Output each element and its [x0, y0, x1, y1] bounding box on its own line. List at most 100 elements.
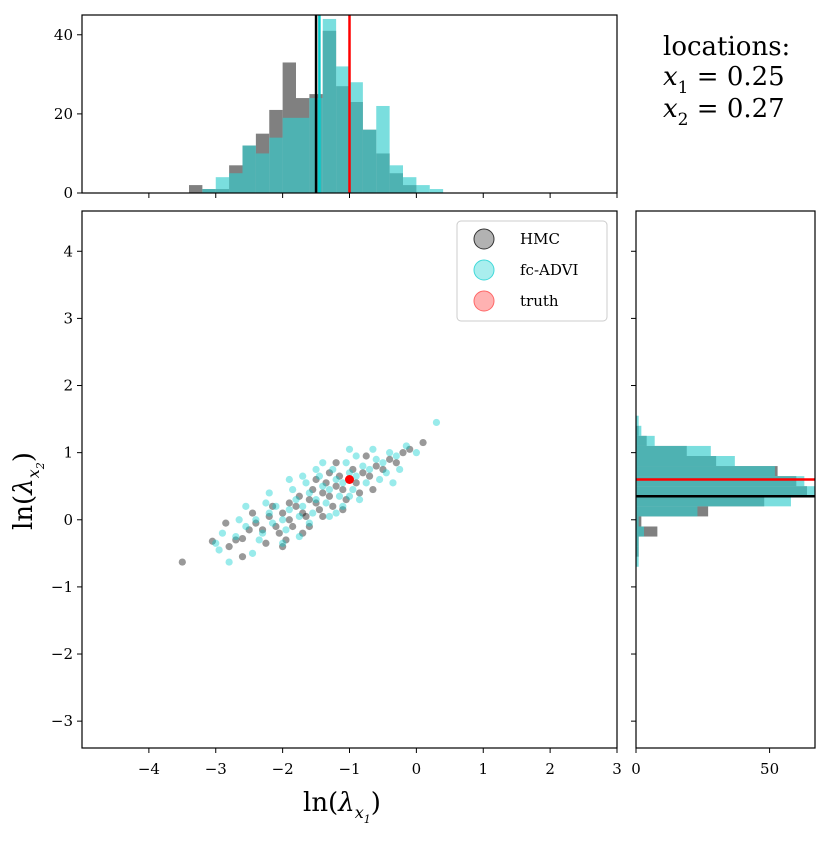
scatter-point-hmc	[285, 516, 293, 524]
legend-label-truth: truth	[520, 292, 559, 310]
scatter-point-fc-advi	[352, 452, 360, 460]
scatter-point-hmc	[282, 536, 290, 544]
right-panel-frame	[635, 210, 816, 749]
right-histogram-lines	[636, 478, 815, 498]
scatter-point-fc-advi	[339, 502, 347, 510]
top-hist-bar-fc-advi	[322, 18, 337, 194]
top-y-tick-label: 40	[54, 26, 73, 44]
scatter-point-fc-advi	[345, 469, 354, 477]
locations-annotation: locations: x1 = 0.25 x2 = 0.27	[663, 32, 790, 130]
scatter-point-fc-advi	[248, 549, 257, 557]
main-x-tick-label: 1	[478, 760, 488, 778]
main-x-tick-label: 0	[412, 760, 422, 778]
scatter-point-hmc	[332, 482, 340, 490]
scatter-point-hmc	[372, 462, 380, 470]
top-histogram-panel: 0 20 40	[54, 14, 618, 202]
scatter-point-fc-advi	[345, 492, 354, 500]
scatter-point-fc-advi	[242, 502, 250, 510]
scatter-point-hmc	[272, 522, 280, 531]
scatter-point-fc-advi	[392, 452, 400, 460]
scatter-point-fc-advi	[369, 445, 377, 453]
scatter-point-hmc	[309, 485, 317, 494]
scatter-point-fc-advi	[412, 449, 420, 457]
legend-marker-truth	[473, 290, 495, 312]
scatter-point-hmc	[392, 459, 400, 467]
scatter-point-fc-advi	[375, 475, 384, 484]
scatter-point-hmc	[319, 512, 327, 521]
right-hist-bar-hmc	[636, 526, 658, 537]
scatter-point-hmc	[406, 445, 414, 453]
scatter-point-hmc	[355, 489, 364, 497]
scatter-point-hmc	[339, 506, 347, 514]
right-x-tick-label: 0	[631, 760, 641, 778]
scatter-point-fc-advi	[289, 485, 297, 494]
scatter-point-hmc	[305, 496, 313, 504]
main-y-tick-label: −3	[51, 712, 73, 730]
scatter-point-hmc	[285, 499, 293, 507]
scatter-point-fc-advi	[355, 496, 364, 504]
scatter-point-hmc	[315, 506, 324, 514]
scatter-point-fc-advi	[235, 516, 243, 524]
legend-box	[456, 220, 608, 322]
scatter-point-fc-advi	[319, 459, 327, 467]
scatter-point-hmc	[379, 465, 387, 474]
scatter-point-fc-advi	[279, 539, 287, 547]
scatter-point-fc-advi	[322, 499, 330, 507]
top-hist-bar-fc-advi	[255, 153, 270, 193]
main-x-tick-label: 3	[612, 760, 622, 778]
scatter-point-hmc	[349, 465, 357, 474]
scatter-point-fc-advi	[359, 462, 367, 470]
scatter-point-fc-advi	[339, 479, 347, 487]
scatter-point-hmc	[319, 489, 327, 497]
top-hist-bar-fc-advi	[296, 117, 310, 193]
scatter-point-fc-advi	[258, 529, 267, 537]
scatter-point-fc-advi	[295, 532, 303, 541]
scatter-point-hmc	[275, 529, 283, 537]
top-hist-bar-fc-advi	[336, 66, 350, 193]
scatter-point-fc-advi	[379, 459, 387, 467]
top-hist-bar-fc-advi	[429, 189, 444, 193]
legend: HMC fc-ADVI truth	[456, 220, 608, 322]
scatter-point-fc-advi	[389, 479, 397, 487]
scatter-point-hmc	[268, 502, 277, 510]
annotation-title: locations:	[663, 32, 790, 62]
top-hist-bar-fc-advi	[403, 177, 417, 193]
scatter-point-hmc	[312, 499, 320, 507]
main-x-tick-label: −3	[205, 760, 227, 778]
right-hist-bar-fc-advi	[636, 506, 698, 517]
scatter-point-fc-advi	[305, 519, 313, 527]
scatter-point-hmc	[399, 449, 407, 457]
scatter-point-fc-advi	[382, 469, 390, 477]
scatter-point-fc-advi	[262, 499, 270, 507]
right-hist-bar-fc-advi	[636, 536, 639, 547]
scatter-point-hmc	[238, 553, 247, 561]
legend-marker-hmc	[473, 228, 495, 250]
scatter-point-hmc	[302, 512, 310, 521]
scatter-point-fc-advi	[325, 512, 334, 521]
main-scatter-panel: −4 −3 −2 −1 0 1 2 3 −3 −2 −1 0 1 2 3 4 HMC fc-ADVI tru…	[9, 210, 622, 826]
scatter-point-hmc	[299, 529, 307, 537]
top-hist-bar-hmc	[189, 185, 203, 193]
right-hist-bar-fc-advi	[636, 526, 645, 537]
top-hist-bar-fc-advi	[229, 173, 243, 193]
scatter-point-fc-advi	[232, 532, 240, 541]
scatter-point-hmc	[208, 537, 217, 545]
scatter-points	[178, 418, 441, 566]
scatter-point-fc-advi	[332, 475, 340, 484]
scatter-point-fc-advi	[342, 459, 350, 467]
scatter-point-fc-advi	[265, 489, 273, 497]
scatter-point-hmc	[238, 534, 247, 543]
right-hist-bar-fc-advi	[636, 546, 639, 557]
scatter-point-hmc	[335, 472, 344, 480]
scatter-point-hmc	[325, 469, 334, 477]
scatter-point-hmc	[339, 485, 347, 494]
x-axis-label: ln(λx1)	[303, 788, 381, 826]
scatter-point-hmc	[322, 479, 330, 487]
top-x-ticks	[148, 193, 618, 198]
scatter-point-hmc	[362, 452, 370, 460]
scatter-point-hmc	[332, 459, 340, 467]
right-hist-bar-fc-advi	[636, 476, 805, 487]
scatter-point-fc-advi	[315, 472, 324, 480]
top-hist-bar-fc-advi	[202, 189, 216, 193]
main-x-ticks: −4 −3 −2 −1 0 1 2 3	[138, 748, 622, 778]
